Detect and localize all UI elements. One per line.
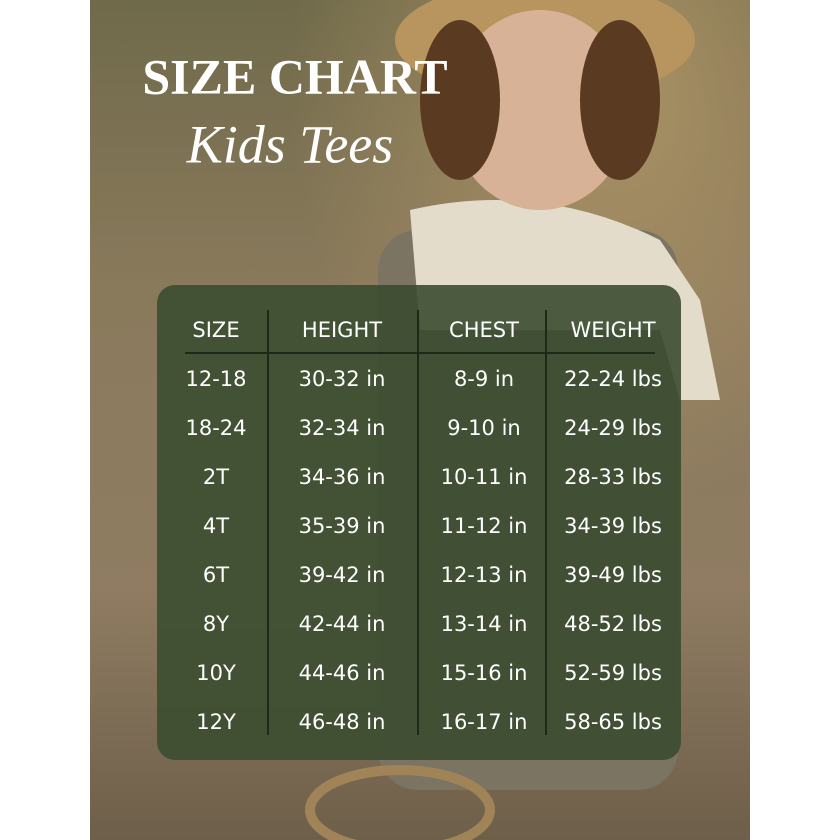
table-cell: 8Y (203, 612, 229, 636)
subtitle: Kids Tees (186, 114, 394, 174)
column-header: SIZE (192, 318, 239, 342)
table-cell: 11-12 in (441, 514, 528, 538)
table-cell: 24-29 lbs (564, 416, 662, 440)
table-cell: 46-48 in (299, 710, 386, 734)
table-cell: 9-10 in (447, 416, 520, 440)
column-header: CHEST (449, 318, 519, 342)
column-header: WEIGHT (570, 318, 655, 342)
table-cell: 35-39 in (299, 514, 386, 538)
table-cell: 16-17 in (441, 710, 528, 734)
table-cell: 15-16 in (441, 661, 528, 685)
table-cell: 44-46 in (299, 661, 386, 685)
table-cell: 18-24 (185, 416, 246, 440)
table-cell: 12Y (196, 710, 236, 734)
table-cell: 39-49 lbs (564, 563, 662, 587)
table-cell: 39-42 in (299, 563, 386, 587)
table-cell: 22-24 lbs (564, 367, 662, 391)
table-cell: 42-44 in (299, 612, 386, 636)
table-cell: 32-34 in (299, 416, 386, 440)
table-cell: 34-36 in (299, 465, 386, 489)
table-cell: 12-18 (185, 367, 246, 391)
table-cell: 52-59 lbs (564, 661, 662, 685)
table-cell: 34-39 lbs (564, 514, 662, 538)
table-cell: 4T (203, 514, 229, 538)
table-cell: 48-52 lbs (564, 612, 662, 636)
table-cell: 10Y (196, 661, 236, 685)
table-cell: 2T (203, 465, 229, 489)
table-cell: 6T (203, 563, 229, 587)
column-header: HEIGHT (302, 318, 382, 342)
table-cell: 10-11 in (441, 465, 528, 489)
title: SIZE CHART (142, 48, 447, 104)
table-cell: 58-65 lbs (564, 710, 662, 734)
table-cell: 13-14 in (441, 612, 528, 636)
table-cell: 12-13 in (441, 563, 528, 587)
table-cell: 30-32 in (299, 367, 386, 391)
table-cell: 28-33 lbs (564, 465, 662, 489)
size-table: SIZE HEIGHT CHEST WEIGHT 12-18 30-32 in 8-9 in… (185, 318, 661, 734)
table-cell: 8-9 in (454, 367, 514, 391)
